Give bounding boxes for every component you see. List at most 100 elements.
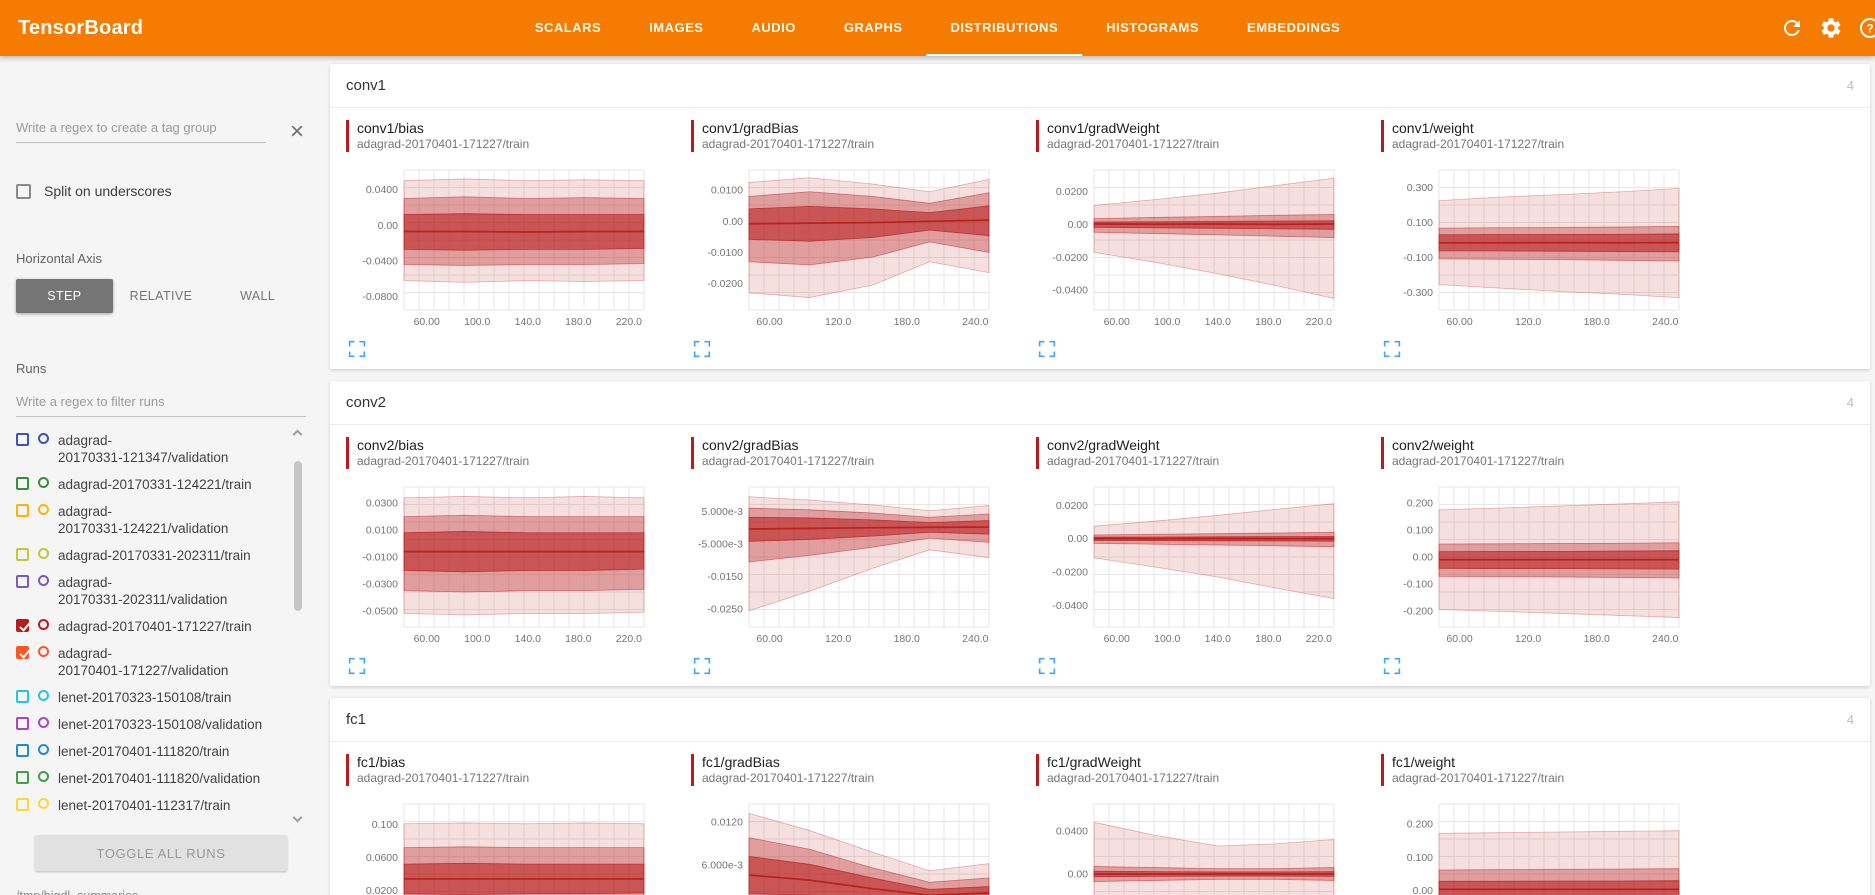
svg-text:0.00: 0.00 <box>1068 869 1089 881</box>
run-checkbox[interactable] <box>16 619 29 632</box>
run-checkbox[interactable] <box>16 717 29 730</box>
run-item[interactable]: adagrad-20170401-171227/train <box>16 613 284 640</box>
settings-gear-icon[interactable] <box>1819 16 1843 40</box>
svg-text:0.0400: 0.0400 <box>1056 825 1088 837</box>
chevron-down-icon[interactable] <box>292 812 303 823</box>
svg-text:60.00: 60.00 <box>1104 633 1130 645</box>
run-checkbox[interactable] <box>16 798 29 811</box>
expand-chart-button[interactable] <box>1381 655 1405 682</box>
scrollbar-thumb[interactable] <box>294 461 302 611</box>
fullscreen-icon <box>1383 340 1401 358</box>
expand-chart-button[interactable] <box>1036 655 1060 682</box>
svg-text:120.0: 120.0 <box>825 633 851 645</box>
help-icon[interactable]: ? <box>1858 16 1875 40</box>
expand-chart-button[interactable] <box>1036 338 1060 365</box>
run-item[interactable]: adagrad-20170331-124221/train <box>16 471 284 498</box>
run-color-icon <box>38 548 49 559</box>
expand-chart-button[interactable] <box>1381 338 1405 365</box>
run-checkbox[interactable] <box>16 477 29 490</box>
section-header[interactable]: fc1 4 <box>330 698 1870 742</box>
run-checkbox[interactable] <box>16 575 29 588</box>
distribution-chart-panel: conv1/weight adagrad-20170401-171227/tra… <box>1381 120 1726 365</box>
run-checkbox[interactable] <box>16 433 29 446</box>
run-checkbox[interactable] <box>16 646 29 659</box>
run-label: lenet-20170401-111820/train <box>58 744 230 759</box>
chart-title: conv2/bias <box>357 437 424 453</box>
svg-text:120.0: 120.0 <box>825 316 851 328</box>
axis-mode-button[interactable]: RELATIVE <box>129 289 193 303</box>
expand-chart-button[interactable] <box>346 338 370 365</box>
chart-run-name: adagrad-20170401-171227/train <box>1392 137 1565 151</box>
nav-tab[interactable]: SCALARS <box>534 19 602 35</box>
fullscreen-icon <box>1038 657 1056 675</box>
expand-chart-button[interactable] <box>346 655 370 682</box>
run-item[interactable]: adagrad- 20170331-121347/validation <box>16 427 284 471</box>
distribution-plot: 0.04000.00-0.040060.00100.0140.0180.0220… <box>1056 803 1335 895</box>
run-checkbox[interactable] <box>16 744 29 757</box>
run-item[interactable]: lenet-20170401-111820/train <box>16 738 284 765</box>
run-color-icon <box>38 433 49 444</box>
nav-tab[interactable]: EMBEDDINGS <box>1247 19 1341 35</box>
run-checkbox[interactable] <box>16 690 29 703</box>
svg-text:-0.100: -0.100 <box>1403 252 1433 264</box>
nav-tab[interactable]: DISTRIBUTIONS <box>926 0 1083 56</box>
run-checkbox[interactable] <box>16 548 29 561</box>
expand-chart-button[interactable] <box>691 655 715 682</box>
tag-regex-input[interactable] <box>16 114 266 143</box>
run-item[interactable]: lenet-20170323-150108/train <box>16 684 284 711</box>
nav-tab[interactable]: AUDIO <box>751 19 796 35</box>
distribution-plot: 0.200 0.100 0.00 -0.100 -0.200 60.00 120.0 180.… <box>1403 486 1680 645</box>
run-color-icon <box>38 575 49 586</box>
section-header[interactable]: conv2 4 <box>330 381 1870 425</box>
nav-tab[interactable]: GRAPHS <box>843 19 903 35</box>
run-checkbox[interactable] <box>16 504 29 517</box>
svg-text:140.0: 140.0 <box>515 316 541 328</box>
svg-text:-0.0200: -0.0200 <box>1052 252 1088 264</box>
svg-text:-0.0400: -0.0400 <box>1052 600 1088 612</box>
svg-text:6.000e-3: 6.000e-3 <box>702 860 744 872</box>
distribution-plot: 0.1000.06000.0200-0.020060.00100.0140.01… <box>366 803 645 895</box>
run-item[interactable]: adagrad- 20170331-124221/validation <box>16 498 284 542</box>
expand-chart-button[interactable] <box>691 338 715 365</box>
chart-run-name: adagrad-20170401-171227/train <box>1392 454 1565 468</box>
run-checkbox[interactable] <box>16 771 29 784</box>
runs-filter-input[interactable] <box>16 388 306 417</box>
run-label: lenet-20170401-112317/validation <box>58 824 261 825</box>
distribution-plot: 0.0300 0.0100 -0.0100 -0.0300 -0.0500 60.00 10… <box>362 486 645 645</box>
nav-tab[interactable]: IMAGES <box>649 19 704 35</box>
axis-mode-button[interactable]: WALL <box>240 289 276 303</box>
svg-text:220.0: 220.0 <box>616 633 642 645</box>
svg-text:0.0300: 0.0300 <box>366 498 398 510</box>
run-item[interactable]: adagrad- 20170331-202311/validation <box>16 569 284 613</box>
run-item[interactable]: lenet-20170323-150108/validation <box>16 711 284 738</box>
run-color-icon <box>38 504 49 515</box>
chart-run-name: adagrad-20170401-171227/train <box>1392 771 1565 785</box>
runs-scrollbar[interactable] <box>292 427 304 825</box>
axis-mode-button[interactable]: STEP <box>16 279 113 313</box>
chart-title: conv1/gradBias <box>702 120 799 136</box>
header-actions: ? <box>1780 16 1875 40</box>
refresh-icon[interactable] <box>1780 16 1804 40</box>
run-item[interactable]: lenet-20170401-112317/validation <box>16 819 284 825</box>
run-item[interactable]: adagrad-20170331-202311/train <box>16 542 284 569</box>
split-underscores-checkbox[interactable] <box>16 183 31 199</box>
chevron-up-icon[interactable] <box>292 429 303 440</box>
run-color-bar <box>691 754 694 786</box>
section-count: 4 <box>1846 78 1854 93</box>
run-label: lenet-20170323-150108/train <box>58 690 232 705</box>
split-underscores-option[interactable]: Split on underscores <box>16 183 306 199</box>
section-title: conv2 <box>346 394 387 411</box>
logdir-path: /tmp/bigdl_summaries <box>16 889 306 895</box>
nav-tab[interactable]: HISTOGRAMS <box>1106 19 1200 35</box>
distribution-plot: 0.300 0.100 -0.100 -0.300 60.00 120.0 180.0 240… <box>1403 169 1680 328</box>
run-item[interactable]: lenet-20170401-112317/train <box>16 792 284 819</box>
run-item[interactable]: adagrad- 20170401-171227/validation <box>16 640 284 684</box>
svg-text:120.0: 120.0 <box>1515 633 1541 645</box>
section-header[interactable]: conv1 4 <box>330 64 1870 108</box>
toggle-all-runs-button[interactable]: TOGGLE ALL RUNS <box>35 835 287 871</box>
svg-text:-0.0300: -0.0300 <box>362 578 398 590</box>
section-count: 4 <box>1846 712 1854 727</box>
svg-text:0.00: 0.00 <box>723 216 744 228</box>
close-icon[interactable]: × <box>289 118 304 145</box>
run-item[interactable]: lenet-20170401-111820/validation <box>16 765 284 792</box>
